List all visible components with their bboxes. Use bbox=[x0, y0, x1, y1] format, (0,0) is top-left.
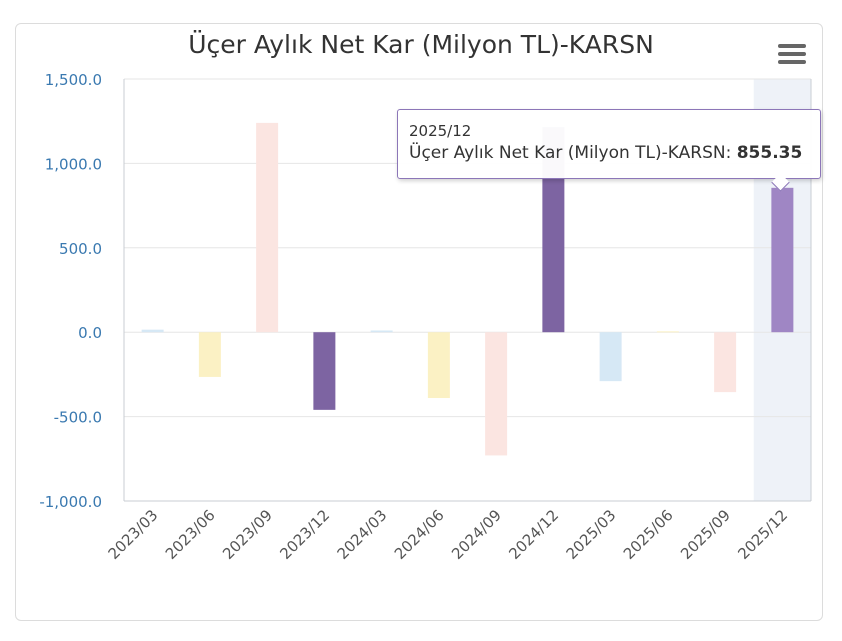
bar bbox=[198, 332, 221, 377]
bar bbox=[427, 332, 450, 399]
bar bbox=[141, 329, 164, 333]
bar bbox=[256, 122, 279, 333]
x-tick-label: 2024/03 bbox=[334, 506, 391, 563]
bar bbox=[771, 187, 794, 333]
bar bbox=[656, 331, 679, 333]
tooltip-series-label: Üçer Aylık Net Kar (Milyon TL)-KARSN: bbox=[409, 143, 737, 163]
x-tick-label: 2024/12 bbox=[505, 506, 562, 563]
x-tick-label: 2025/03 bbox=[563, 506, 620, 563]
tooltip-series-line: Üçer Aylık Net Kar (Milyon TL)-KARSN: 85… bbox=[409, 143, 802, 163]
x-tick-label: 2024/09 bbox=[448, 506, 505, 563]
bar bbox=[714, 332, 737, 393]
x-tick-label: 2025/09 bbox=[677, 506, 734, 563]
bar bbox=[370, 330, 393, 333]
x-tick-label: 2025/06 bbox=[620, 506, 677, 563]
menu-bar bbox=[778, 44, 806, 48]
x-tick-label: 2023/12 bbox=[276, 506, 333, 563]
x-tick-label: 2023/09 bbox=[219, 506, 276, 563]
bar bbox=[313, 332, 336, 410]
hamburger-menu-icon[interactable] bbox=[778, 44, 806, 68]
x-tick-label: 2024/06 bbox=[391, 506, 448, 563]
y-tick-label: -1,000.0 bbox=[39, 493, 102, 511]
x-tick-label: 2023/03 bbox=[105, 506, 162, 563]
y-tick-label: 500.0 bbox=[59, 240, 102, 258]
y-tick-label: 1,500.0 bbox=[45, 71, 102, 89]
menu-bar bbox=[778, 60, 806, 64]
bar bbox=[599, 332, 622, 382]
y-tick-label: 0.0 bbox=[78, 324, 102, 342]
tooltip-date: 2025/12 bbox=[409, 122, 472, 140]
x-tick-label: 2023/06 bbox=[162, 506, 219, 563]
chart-tooltip: 2025/12 Üçer Aylık Net Kar (Milyon TL)-K… bbox=[397, 109, 821, 192]
y-tick-label: 1,000.0 bbox=[45, 155, 102, 173]
bar bbox=[485, 332, 508, 456]
y-tick-label: -500.0 bbox=[54, 409, 102, 427]
tooltip-value: 855.35 bbox=[736, 143, 803, 163]
menu-bar bbox=[778, 52, 806, 56]
chart-title: Üçer Aylık Net Kar (Milyon TL)-KARSN bbox=[188, 30, 654, 59]
x-tick-label: 2025/12 bbox=[734, 506, 791, 563]
